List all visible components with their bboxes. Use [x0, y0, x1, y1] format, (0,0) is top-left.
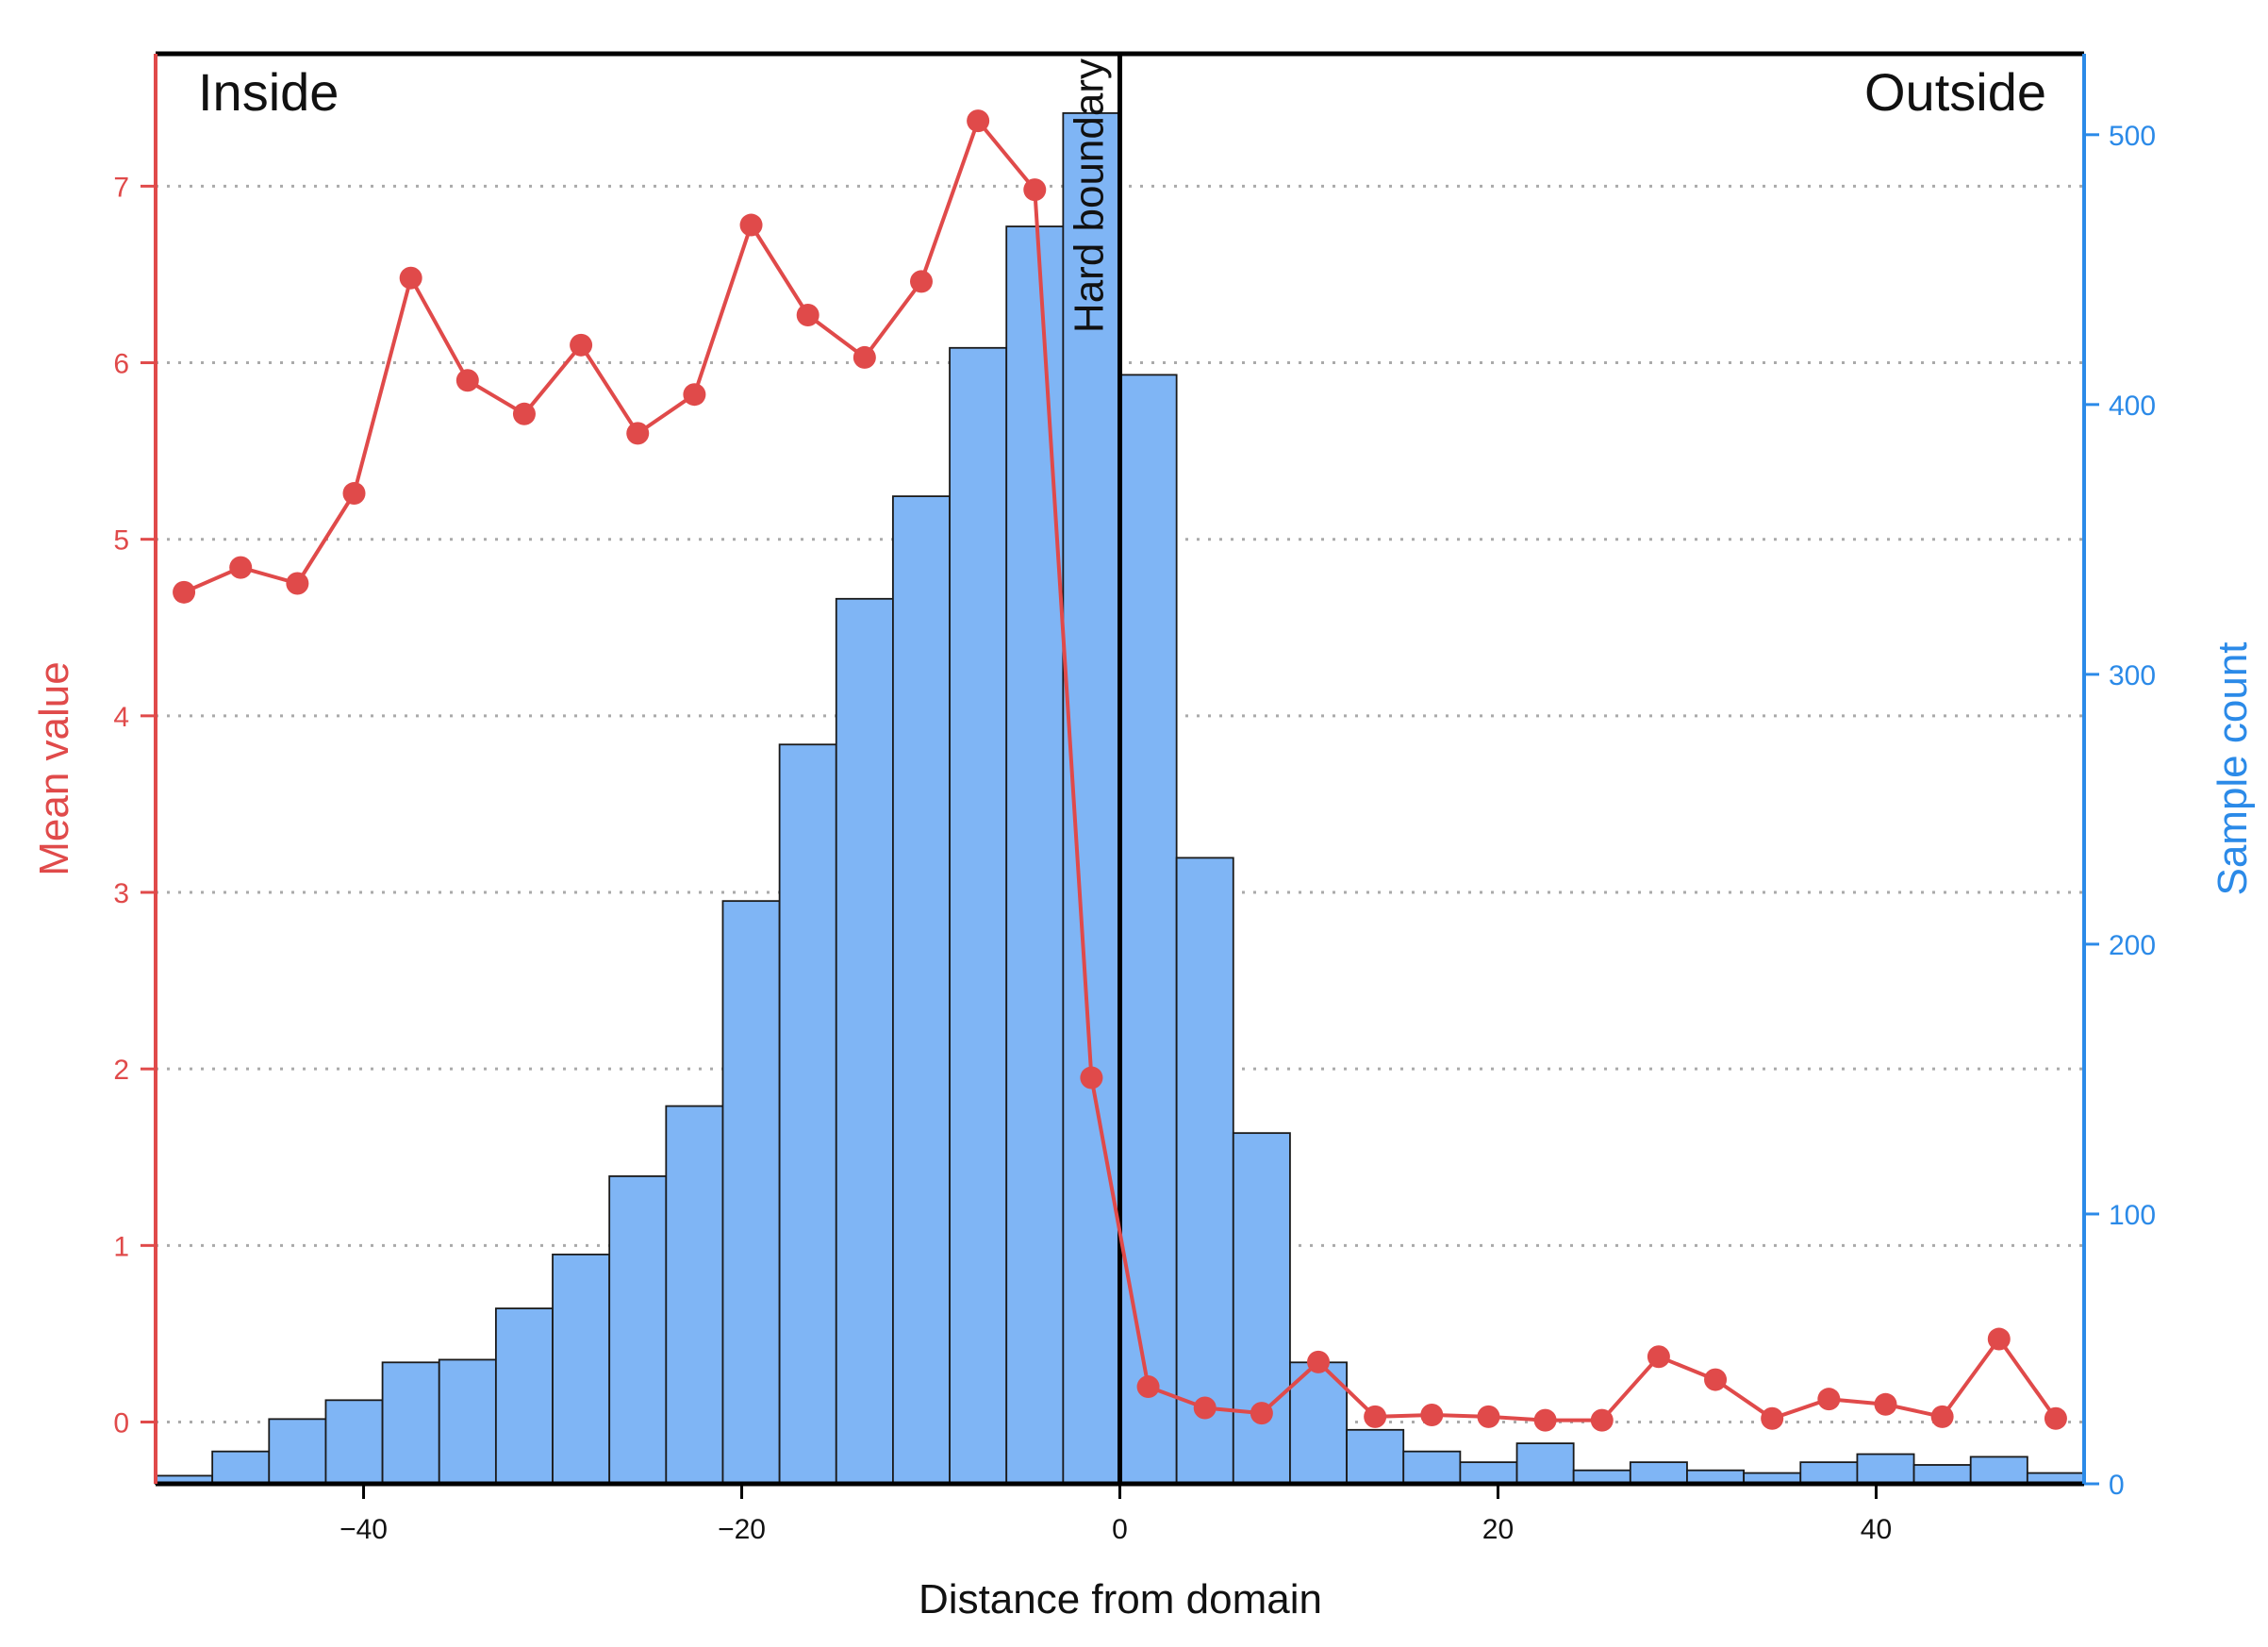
histogram-bar: [1459, 1461, 1518, 1485]
mean-value-point: [1307, 1350, 1331, 1373]
mean-value-point: [1817, 1388, 1841, 1411]
histogram-bar: [324, 1399, 384, 1485]
histogram-bar: [665, 1105, 724, 1485]
histogram-bar: [1969, 1456, 2028, 1485]
mean-value-point: [512, 402, 536, 425]
histogram-bar: [1856, 1453, 1915, 1485]
x-tick-label: 40: [1861, 1514, 1892, 1545]
mean-value-point: [1250, 1402, 1273, 1425]
right-tick-label: 0: [2109, 1470, 2125, 1501]
left-tick-label: 7: [113, 172, 129, 203]
histogram-bar: [1799, 1461, 1859, 1485]
mean-value-point: [173, 580, 196, 604]
histogram-bar: [1912, 1464, 1972, 1485]
mean-value-point: [1080, 1066, 1103, 1090]
left-y-axis-title: Mean value: [31, 661, 77, 875]
mean-value-line: [183, 119, 2058, 1422]
mean-value-point: [1420, 1404, 1444, 1427]
histogram-bar: [1118, 374, 1178, 1485]
x-tick-label: −40: [339, 1514, 388, 1545]
histogram-bar: [1005, 225, 1065, 1485]
x-tick-label: −20: [718, 1514, 766, 1545]
histogram-bar: [552, 1253, 611, 1485]
mean-value-point: [1704, 1368, 1728, 1391]
left-tick-label: 2: [113, 1055, 129, 1086]
x-tick-label: 20: [1482, 1514, 1514, 1545]
inside-annotation: Inside: [198, 62, 339, 122]
histogram-bar: [892, 495, 951, 1485]
mean-value-point: [626, 422, 650, 445]
left-tick-label: 1: [113, 1231, 129, 1262]
histogram-bar: [438, 1358, 497, 1485]
histogram-bar: [381, 1361, 440, 1485]
right-y-axis-title: Sample count: [2210, 641, 2256, 895]
histogram-bar: [1175, 857, 1234, 1485]
mean-value-point: [739, 213, 763, 237]
x-axis-title: Distance from domain: [919, 1576, 1322, 1622]
histogram-bar: [268, 1418, 327, 1485]
x-tick-label: 0: [1112, 1514, 1128, 1545]
mean-value-point: [342, 482, 366, 506]
histogram-bar: [494, 1307, 554, 1485]
mean-value-point: [909, 270, 933, 293]
histogram-bar: [608, 1175, 668, 1485]
mean-value-point: [1874, 1392, 1897, 1416]
mean-value-point: [1477, 1405, 1500, 1428]
histogram-bar: [778, 743, 837, 1485]
mean-value-point: [1136, 1375, 1160, 1399]
left-tick-label: 6: [113, 349, 129, 380]
mean-value-point: [229, 556, 253, 579]
mean-value-point: [1533, 1408, 1557, 1432]
mean-value-point: [967, 109, 990, 133]
histogram-bar: [835, 597, 894, 1485]
mean-value-point: [455, 369, 479, 392]
mean-value-point: [286, 572, 309, 595]
histogram-bar: [949, 346, 1008, 1485]
mean-value-point: [1647, 1345, 1670, 1369]
hard-boundary-label: Hard boundary: [1067, 58, 1113, 333]
histogram-bar: [1629, 1461, 1688, 1485]
right-tick-label: 500: [2109, 121, 2156, 152]
mean-value-point: [1193, 1396, 1217, 1420]
mean-value-point: [1590, 1408, 1614, 1432]
tick-marks: 0 1 2 3 4 5 6 7 0 100 200 300 400 500 −40 −20 0 20 40: [113, 121, 2156, 1545]
histogram-bar: [1232, 1132, 1291, 1485]
mean-value-point: [853, 345, 876, 369]
mean-value-line-group: [173, 109, 2067, 1432]
histogram-bar: [1402, 1450, 1462, 1485]
mean-value-point: [1761, 1406, 1784, 1430]
mean-value-point: [796, 303, 819, 326]
right-tick-label: 400: [2109, 391, 2156, 422]
right-tick-label: 200: [2109, 930, 2156, 961]
mean-value-point: [1930, 1405, 1954, 1428]
right-tick-label: 300: [2109, 660, 2156, 691]
left-tick-label: 4: [113, 702, 129, 733]
histogram-bar: [1346, 1428, 1405, 1485]
mean-value-point: [570, 333, 593, 357]
outside-annotation: Outside: [1864, 62, 2046, 122]
mean-value-point: [1023, 178, 1047, 202]
left-tick-label: 3: [113, 878, 129, 909]
histogram-bar: [211, 1450, 271, 1485]
mean-value-point: [1987, 1327, 2011, 1351]
mean-value-point: [1364, 1405, 1387, 1428]
histogram-bar: [1515, 1442, 1575, 1485]
mean-value-point: [399, 266, 422, 290]
left-tick-label: 5: [113, 525, 129, 557]
mean-value-point: [2044, 1406, 2067, 1430]
left-tick-label: 0: [113, 1407, 129, 1439]
histogram-bar: [721, 900, 781, 1485]
right-tick-label: 100: [2109, 1200, 2156, 1231]
mean-value-point: [683, 383, 706, 407]
